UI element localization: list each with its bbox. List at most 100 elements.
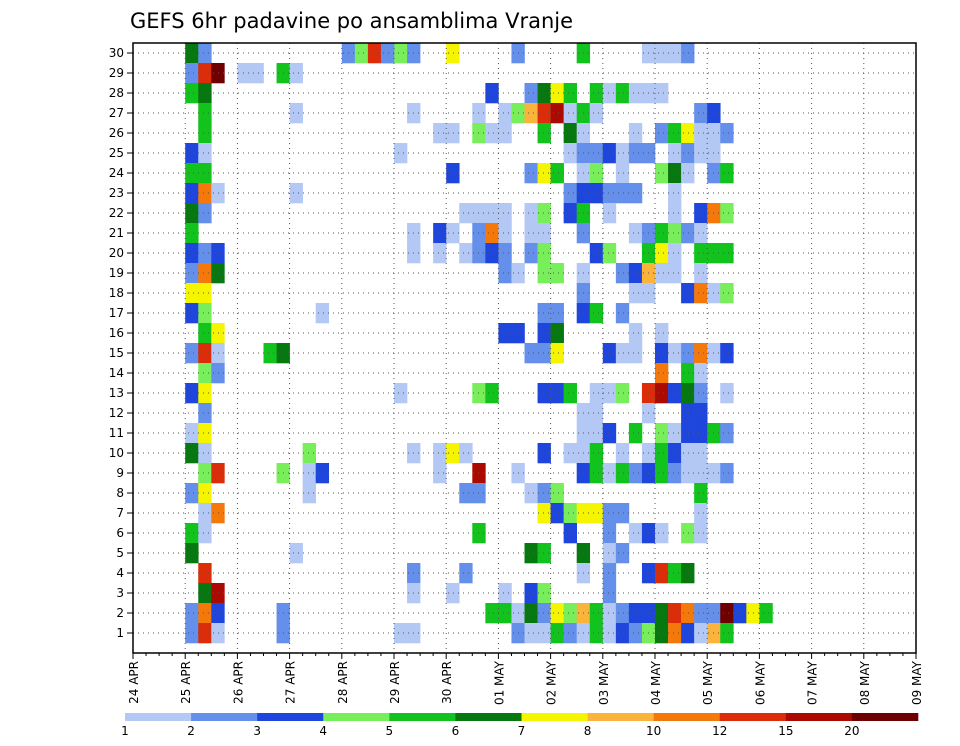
heatmap-cell	[459, 443, 473, 464]
y-tick-label: 10	[109, 446, 124, 460]
y-tick-label: 26	[109, 126, 124, 140]
heatmap-cell	[720, 343, 734, 364]
legend-label: 12	[712, 724, 727, 738]
heatmap-cell	[589, 463, 604, 484]
heatmap-cell	[720, 383, 734, 404]
heatmap-cell	[668, 623, 682, 644]
heatmap-cell	[694, 623, 708, 644]
heatmap-cell	[550, 623, 564, 644]
heatmap-cell	[198, 503, 212, 524]
heatmap-cell	[537, 583, 551, 604]
y-tick-label: 6	[116, 526, 124, 540]
heatmap-cell	[694, 403, 708, 424]
legend-color-box	[521, 713, 588, 721]
heatmap-cell	[394, 143, 408, 164]
heatmap-cell	[628, 423, 643, 444]
heatmap-cell	[681, 523, 695, 544]
heatmap-cell	[498, 263, 512, 284]
legend-label: 1	[121, 724, 129, 738]
heatmap-cell	[668, 163, 682, 184]
heatmap-cell	[694, 483, 708, 504]
heatmap-cell	[263, 343, 277, 364]
y-tick-label: 13	[109, 386, 124, 400]
heatmap-cell	[681, 623, 695, 644]
heatmap-cell	[446, 43, 460, 64]
heatmap-cell	[694, 523, 708, 544]
heatmap-cell	[537, 323, 551, 344]
legend-color-box	[455, 713, 522, 721]
heatmap-cell	[589, 603, 604, 624]
heatmap-cell	[537, 263, 551, 284]
heatmap-cell	[668, 43, 682, 64]
heatmap-cell	[694, 223, 708, 244]
color-legend: 1 2 3 4 5 6 7 8 10 12 15 20	[121, 713, 919, 738]
heatmap-cell	[498, 243, 512, 264]
heatmap-cell	[198, 583, 212, 604]
heatmap-cell	[198, 263, 212, 284]
y-tick-label: 4	[116, 566, 124, 580]
heatmap-cell	[315, 303, 330, 324]
heatmap-cell	[185, 163, 199, 184]
heatmap-cell	[211, 263, 225, 284]
heatmap-cell	[668, 223, 682, 244]
heatmap-cell	[289, 183, 303, 204]
y-tick-label: 24	[109, 166, 124, 180]
heatmap-cell	[655, 463, 669, 484]
x-tick-label: 26 APR	[231, 661, 245, 704]
heatmap-cell	[655, 523, 669, 544]
heatmap-cell	[694, 203, 708, 224]
heatmap-cell	[485, 243, 499, 264]
heatmap-cell	[198, 43, 212, 64]
x-tick-label: 30 APR	[440, 661, 454, 704]
heatmap-cells	[185, 43, 773, 644]
heatmap-cell	[589, 443, 604, 464]
heatmap-cell	[550, 603, 564, 624]
heatmap-cell	[250, 63, 264, 84]
heatmap-cell	[589, 623, 604, 644]
heatmap-cell	[185, 303, 199, 324]
heatmap-cell	[302, 443, 316, 464]
heatmap-cell	[185, 183, 199, 204]
heatmap-cell	[615, 263, 630, 284]
heatmap-cell	[628, 143, 643, 164]
heatmap-cell	[602, 563, 617, 584]
heatmap-cell	[537, 243, 551, 264]
heatmap-cell	[733, 603, 747, 624]
heatmap-cell	[211, 323, 225, 344]
heatmap-cell	[198, 363, 212, 384]
heatmap-cell	[615, 623, 630, 644]
heatmap-cell	[668, 243, 682, 264]
heatmap-cell	[720, 603, 734, 624]
heatmap-cell	[694, 103, 708, 124]
legend-label: 10	[646, 724, 661, 738]
heatmap-cell	[550, 103, 564, 124]
x-tick-label: 27 APR	[284, 661, 298, 704]
heatmap-cell	[433, 223, 447, 244]
heatmap-cell	[655, 383, 669, 404]
heatmap-cell	[563, 623, 577, 644]
heatmap-cell	[524, 343, 538, 364]
y-tick-label: 14	[109, 366, 124, 380]
heatmap-cell	[459, 483, 473, 504]
x-tick-label: 01 MAY	[492, 660, 506, 705]
heatmap-cell	[602, 543, 617, 564]
heatmap-cell	[498, 103, 512, 124]
heatmap-cell	[563, 123, 577, 144]
heatmap-cell	[433, 443, 447, 464]
heatmap-cell	[198, 383, 212, 404]
heatmap-cell	[198, 323, 212, 344]
heatmap-cell	[433, 243, 447, 264]
heatmap-cell	[354, 43, 369, 64]
legend-label: 7	[518, 724, 526, 738]
heatmap-cell	[694, 243, 708, 264]
y-tick-label: 20	[109, 246, 124, 260]
heatmap-cell	[198, 103, 212, 124]
y-tick-label: 18	[109, 286, 124, 300]
heatmap-cell	[628, 263, 643, 284]
heatmap-cell	[394, 623, 408, 644]
y-tick-label: 28	[109, 86, 124, 100]
heatmap-cell	[198, 163, 212, 184]
heatmap-cell	[185, 223, 199, 244]
x-tick-label: 08 MAY	[858, 660, 872, 705]
heatmap-cell	[394, 383, 408, 404]
